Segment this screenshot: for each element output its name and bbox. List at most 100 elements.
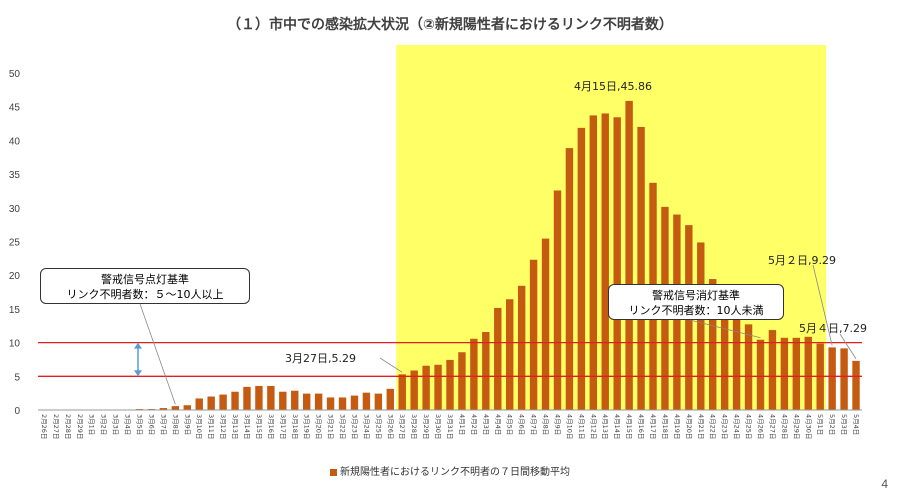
bar-4月9日 <box>553 190 562 410</box>
callout-alert-off: 警戒信号消灯基準 リンク不明者数：10人未満 <box>608 284 784 320</box>
callout-alert-off-title: 警戒信号消灯基準 <box>652 289 740 302</box>
x-tick-label: 4月23日 <box>721 414 729 439</box>
x-tick-label: 3月26日 <box>386 414 394 439</box>
bar-4月28日 <box>780 337 789 410</box>
x-tick-label: 2月27日 <box>52 414 60 439</box>
x-tick-label: 5月4日 <box>852 414 860 435</box>
x-tick-label: 4月21日 <box>697 414 705 439</box>
x-tick-label: 4月28日 <box>780 414 788 439</box>
x-tick-label: 3月12日 <box>219 414 227 439</box>
x-tick-label: 3月16日 <box>267 414 275 439</box>
x-tick-label: 5月3日 <box>840 414 848 435</box>
bar-4月16日 <box>637 126 645 411</box>
y-tick-15: 15 <box>9 305 21 316</box>
x-tick-label: 5月1日 <box>816 414 824 435</box>
x-tick-label: 4月20日 <box>685 414 693 439</box>
bar-3月11日 <box>207 396 215 410</box>
x-tick-label: 4月17日 <box>649 414 657 439</box>
bar-4月25日 <box>744 324 753 410</box>
bar-4月14日 <box>613 117 621 410</box>
x-tick-label: 3月25日 <box>374 414 382 439</box>
x-tick-label: 3月31日 <box>446 414 454 439</box>
x-tick-label: 3月8日 <box>171 414 179 435</box>
bar-4月6日 <box>517 285 526 410</box>
x-tick-label: 4月25日 <box>745 414 753 439</box>
bar-5月3日 <box>840 348 848 410</box>
x-tick-label: 2月29日 <box>76 414 84 439</box>
bar-4月26日 <box>756 339 765 410</box>
x-tick-label: 3月29日 <box>422 414 430 439</box>
bar-4月2日 <box>470 338 478 410</box>
y-tick-0: 0 <box>14 406 20 417</box>
annotation-may2: 5月２日,9.29 <box>768 254 836 267</box>
annotation-may4-leader <box>839 333 857 360</box>
bar-3月18日 <box>291 390 299 410</box>
highlight-region <box>396 45 827 410</box>
bar-4月24日 <box>732 308 741 410</box>
bar-4月23日 <box>720 292 729 410</box>
x-tick-label: 4月24日 <box>733 414 741 439</box>
bar-3月12日 <box>219 394 227 410</box>
x-tick-label: 4月2日 <box>470 414 478 435</box>
x-tick-label: 4月26日 <box>756 414 764 439</box>
x-tick-label: 3月18日 <box>291 414 299 439</box>
x-tick-label: 3月7日 <box>159 414 167 435</box>
bar-4月29日 <box>792 337 801 410</box>
reference-lines <box>38 341 862 377</box>
x-tick-label: 3月28日 <box>410 414 418 439</box>
y-tick-30: 30 <box>9 204 21 215</box>
bar-3月28日 <box>410 370 418 410</box>
y-tick-35: 35 <box>9 170 21 181</box>
y-tick-40: 40 <box>9 136 21 147</box>
bar-3月7日 <box>159 408 168 410</box>
bar-3月23日 <box>350 395 359 410</box>
x-tick-label: 4月30日 <box>804 414 812 439</box>
bar-4月13日 <box>601 113 609 410</box>
x-tick-label: 3月4日 <box>124 414 132 435</box>
x-tick-label: 4月1日 <box>458 414 466 435</box>
x-tick-label: 3月19日 <box>303 414 311 439</box>
annotation-mar27: 3月27日,5.29 <box>285 352 356 365</box>
y-tick-20: 20 <box>9 271 21 282</box>
bar-4月22日 <box>709 279 717 410</box>
x-tick-label: 3月27日 <box>398 414 406 439</box>
x-tick-label: 3月5日 <box>136 414 144 435</box>
x-tick-label: 4月6日 <box>518 414 526 435</box>
x-tick-label: 3月15日 <box>255 414 263 439</box>
page-number: 4 <box>881 477 888 491</box>
bar-3月24日 <box>362 392 371 410</box>
bar-4月30日 <box>804 336 812 410</box>
bar-3月20日 <box>314 393 323 410</box>
x-tick-label: 4月16日 <box>637 414 645 439</box>
x-tick-label: 3月30日 <box>434 414 442 439</box>
x-tick-label: 3月20日 <box>315 414 323 439</box>
x-tick-label: 4月11日 <box>577 414 585 439</box>
bar-3月22日 <box>338 397 347 410</box>
bar-4月10日 <box>565 148 574 410</box>
x-tick-label: 3月1日 <box>88 414 96 435</box>
bar-3月19日 <box>302 393 311 410</box>
x-tick-label: 4月3日 <box>482 414 490 435</box>
bar-5月2日 <box>828 347 836 410</box>
annotation-leaders <box>139 264 857 405</box>
y-tick-50: 50 <box>9 69 21 80</box>
y-tick-5: 5 <box>14 372 20 383</box>
callout-alert-off-pointer <box>689 319 761 339</box>
x-tick-label: 4月9日 <box>553 414 561 435</box>
bar-4月12日 <box>589 115 598 411</box>
legend-swatch <box>330 468 337 476</box>
bar-3月29日 <box>422 365 430 410</box>
x-tick-label: 3月22日 <box>339 414 347 439</box>
x-tick-label: 3月17日 <box>279 414 287 439</box>
bar-3月16日 <box>267 385 275 410</box>
y-tick-25: 25 <box>9 238 21 249</box>
x-tick-label: 3月2日 <box>100 414 108 435</box>
bar-4月5日 <box>506 299 514 410</box>
x-tick-label: 3月10日 <box>195 414 203 439</box>
bar-3月30日 <box>434 364 442 410</box>
chart-title: （１）市中での感染拡大状況（②新規陽性者におけるリンク不明者数） <box>227 17 673 33</box>
x-tick-label: 3月23日 <box>350 414 358 439</box>
x-tick-label: 2月26日 <box>40 414 48 439</box>
annotation-may2-leader <box>812 264 833 346</box>
callout-alert-on-title: 警戒信号点灯基準 <box>101 273 189 286</box>
